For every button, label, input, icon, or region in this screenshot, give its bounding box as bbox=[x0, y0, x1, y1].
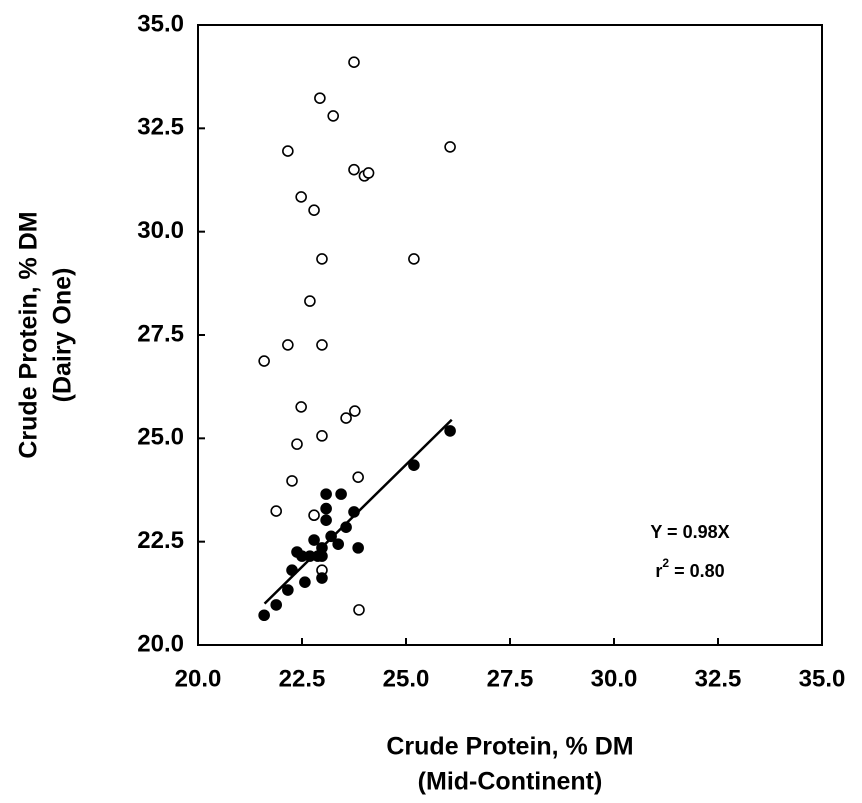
point bbox=[286, 475, 298, 487]
point bbox=[299, 576, 311, 588]
point bbox=[314, 92, 326, 104]
x-tick-label: 30.0 bbox=[591, 665, 638, 692]
y-axis-label: Crude Protein, % DM bbox=[15, 211, 43, 458]
point bbox=[295, 401, 307, 413]
point bbox=[340, 412, 352, 424]
point bbox=[320, 488, 332, 500]
point bbox=[304, 295, 316, 307]
x-tick-label: 25.0 bbox=[383, 665, 430, 692]
point bbox=[316, 253, 328, 265]
point bbox=[325, 530, 337, 543]
annotation-part: = 0.80 bbox=[669, 561, 725, 581]
point bbox=[316, 339, 328, 351]
point bbox=[352, 542, 364, 554]
point bbox=[291, 438, 303, 450]
y-tick-label: 32.5 bbox=[137, 114, 184, 141]
y-tick-label: 25.0 bbox=[137, 424, 184, 451]
x-tick-label: 32.5 bbox=[695, 665, 742, 692]
x-tick-label: 27.5 bbox=[487, 665, 534, 692]
point bbox=[362, 167, 375, 179]
point bbox=[295, 191, 307, 203]
x-tick-label: 20.0 bbox=[175, 665, 222, 692]
x-tick-label: 22.5 bbox=[279, 665, 326, 692]
annotation: r2 = 0.80 bbox=[655, 556, 724, 581]
point bbox=[335, 488, 347, 500]
x-axis-label: (Mid-Continent) bbox=[418, 768, 603, 796]
fit-line bbox=[263, 418, 453, 605]
point bbox=[308, 534, 320, 546]
point bbox=[316, 430, 328, 442]
point bbox=[308, 509, 320, 522]
point bbox=[348, 163, 360, 176]
point bbox=[408, 253, 420, 265]
y-tick-label: 35.0 bbox=[137, 10, 184, 37]
annotation: Y = 0.98X bbox=[650, 522, 729, 542]
point bbox=[308, 204, 320, 216]
point bbox=[282, 145, 294, 157]
y-tick-label: 30.0 bbox=[137, 217, 184, 244]
point bbox=[282, 584, 294, 596]
point bbox=[352, 471, 364, 483]
point bbox=[408, 459, 420, 472]
point bbox=[444, 425, 456, 437]
point bbox=[444, 141, 456, 153]
x-axis-label: Crude Protein, % DM bbox=[386, 733, 633, 761]
annotation-part: r bbox=[655, 561, 662, 581]
y-axis-label: (Dairy One) bbox=[49, 268, 77, 403]
point bbox=[270, 599, 283, 611]
point bbox=[327, 110, 340, 122]
point bbox=[270, 505, 283, 517]
point bbox=[320, 502, 332, 515]
point bbox=[320, 514, 332, 526]
point bbox=[348, 56, 360, 69]
point bbox=[258, 355, 270, 367]
y-tick-label: 20.0 bbox=[137, 630, 184, 657]
point bbox=[316, 572, 328, 584]
annotation-sup: 2 bbox=[662, 556, 669, 570]
x-tick-label: 35.0 bbox=[799, 665, 846, 692]
point bbox=[353, 604, 365, 616]
point bbox=[282, 339, 294, 351]
point bbox=[258, 609, 270, 622]
point bbox=[349, 405, 361, 417]
y-tick-label: 22.5 bbox=[137, 527, 184, 554]
point bbox=[332, 538, 344, 550]
y-tick-label: 27.5 bbox=[137, 320, 184, 347]
